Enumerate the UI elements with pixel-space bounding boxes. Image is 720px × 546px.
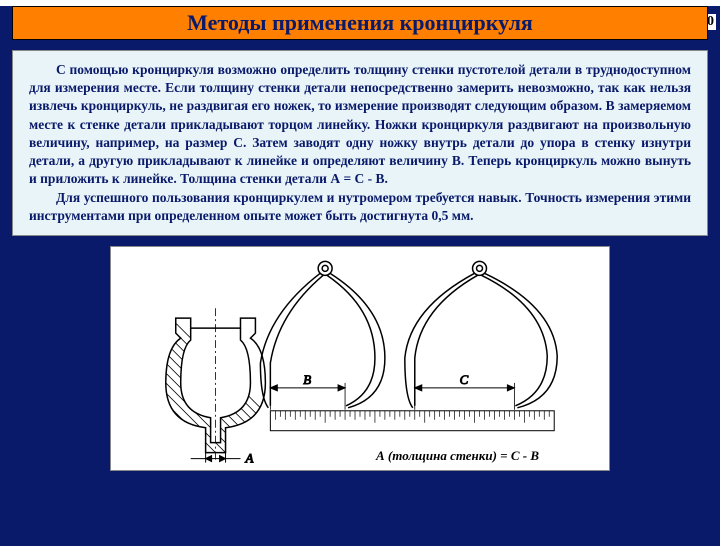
ruler-icon [270, 411, 554, 431]
label-a: A [244, 451, 253, 466]
label-b: B [303, 372, 311, 387]
formula-text: А (толщина стенки) = С - В [376, 448, 539, 464]
label-c: C [460, 372, 469, 387]
caliper-right-icon [405, 262, 557, 408]
dimension-b: B [270, 372, 345, 410]
diagram-area: A [110, 246, 610, 471]
slide: 10 Методы применения кронциркуля С помощ… [0, 6, 720, 546]
dimension-c: C [415, 372, 515, 410]
title-bar: Методы применения кронциркуля [12, 6, 708, 40]
text-box: С помощью кронциркуля возможно определит… [12, 50, 708, 236]
caliper-left-icon [260, 262, 385, 408]
technical-diagram: A [111, 248, 609, 468]
paragraph-2: Для успешного пользования кронциркулем и… [29, 189, 691, 225]
slide-title: Методы применения кронциркуля [187, 10, 533, 36]
paragraph-1: С помощью кронциркуля возможно определит… [29, 61, 691, 189]
